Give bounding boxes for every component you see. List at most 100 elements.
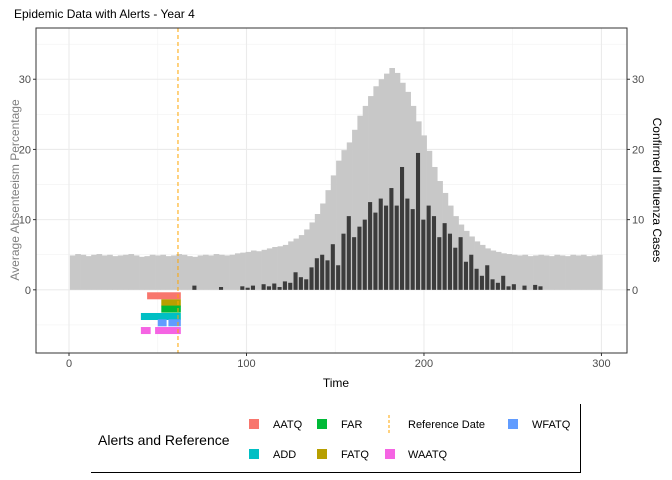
cases-bar xyxy=(309,267,314,290)
chart-title: Epidemic Data with Alerts - Year 4 xyxy=(14,7,195,21)
legend-label: AATQ xyxy=(273,419,303,431)
cases-bar xyxy=(410,209,415,290)
legend-label: WFATQ xyxy=(532,419,571,431)
absenteeism-bar xyxy=(208,255,214,290)
absenteeism-bar xyxy=(586,256,592,290)
absenteeism-bar xyxy=(203,254,209,290)
cases-bar xyxy=(479,275,484,290)
absenteeism-bar xyxy=(357,115,364,290)
absenteeism-bar xyxy=(96,254,103,290)
absenteeism-bar xyxy=(213,254,220,290)
cases-bar xyxy=(240,286,245,290)
absenteeism-bar xyxy=(266,248,273,290)
cases-bar xyxy=(495,282,500,290)
absenteeism-bar xyxy=(581,254,587,290)
absenteeism-bar xyxy=(288,241,294,290)
absenteeism-bar xyxy=(533,255,539,290)
cases-bar xyxy=(314,258,319,290)
alert-tile-fatq xyxy=(161,299,181,307)
cases-bar xyxy=(442,223,447,290)
legend: Alerts and Reference AATQ FAR Reference Da… xyxy=(91,404,581,473)
absenteeism-bar xyxy=(490,250,497,290)
x-axis-title: Time xyxy=(323,376,350,390)
legend-key-add xyxy=(249,449,259,459)
y-tick-label-right: 20 xyxy=(632,144,644,156)
absenteeism-bar xyxy=(123,254,129,290)
cases-bar xyxy=(330,244,335,290)
absenteeism-bar xyxy=(107,254,113,290)
legend-label: ADD xyxy=(273,449,296,461)
y-tick-label-left: 30 xyxy=(19,74,31,86)
absenteeism-bar xyxy=(495,251,502,290)
absenteeism-bar xyxy=(378,79,385,290)
cases-bar xyxy=(437,237,442,290)
absenteeism-bar xyxy=(405,91,411,290)
cases-bar xyxy=(325,260,330,290)
legend-key-wfatq xyxy=(508,419,518,429)
legend-key-waatq xyxy=(385,449,395,459)
absenteeism-bar xyxy=(373,86,380,290)
cases-bar xyxy=(426,205,431,290)
cases-bar xyxy=(538,286,543,290)
absenteeism-bar xyxy=(479,244,486,290)
absenteeism-bar xyxy=(559,255,566,290)
absenteeism-bar xyxy=(506,254,513,290)
y-tick-label-right: 10 xyxy=(632,215,644,227)
absenteeism-bars xyxy=(69,68,603,290)
absenteeism-bar xyxy=(139,256,145,290)
absenteeism-bar xyxy=(394,72,401,290)
absenteeism-bar xyxy=(352,129,358,290)
absenteeism-bar xyxy=(346,142,353,290)
absenteeism-bar xyxy=(293,238,300,290)
cases-bar xyxy=(245,287,250,290)
absenteeism-bar xyxy=(341,150,348,290)
cases-bar xyxy=(400,166,405,290)
absenteeism-bar xyxy=(282,244,289,290)
absenteeism-bar xyxy=(80,254,87,290)
absenteeism-bar xyxy=(181,254,188,290)
absenteeism-bar xyxy=(362,105,369,290)
cases-bar xyxy=(373,212,378,290)
x-tick-label: 0 xyxy=(66,358,72,370)
cases-bar xyxy=(405,198,410,290)
grid xyxy=(36,28,627,353)
alert-tile-add xyxy=(140,312,181,321)
absenteeism-bar xyxy=(410,105,417,290)
cases-bar xyxy=(431,216,437,290)
absenteeism-bar xyxy=(549,256,555,290)
cases-bar xyxy=(272,283,277,290)
cases-bar xyxy=(447,233,453,290)
absenteeism-bar xyxy=(320,203,326,290)
cases-bar xyxy=(533,284,538,290)
legend-label: FATQ xyxy=(341,449,369,461)
alert-tile-wfatq xyxy=(168,319,181,327)
cases-bar xyxy=(336,265,341,290)
cases-bar xyxy=(474,268,479,290)
cases-bar xyxy=(522,285,527,290)
absenteeism-bar xyxy=(192,256,198,290)
absenteeism-bar xyxy=(330,175,337,290)
cases-bar xyxy=(368,202,373,290)
absenteeism-bar xyxy=(272,247,278,290)
absenteeism-bar xyxy=(149,254,156,290)
absenteeism-bar xyxy=(160,254,167,290)
absenteeism-bar xyxy=(112,256,119,290)
absenteeism-bar xyxy=(117,255,124,290)
absenteeism-bar xyxy=(240,252,246,290)
cases-bar xyxy=(250,285,256,290)
legend-label: FAR xyxy=(341,419,362,431)
absenteeism-bar xyxy=(261,249,268,290)
cases-bar xyxy=(277,287,282,290)
cases-bar xyxy=(421,219,426,290)
absenteeism-bar xyxy=(575,255,582,290)
absenteeism-bar xyxy=(565,256,571,290)
absenteeism-bar xyxy=(511,254,518,290)
cases-bar xyxy=(266,286,271,290)
absenteeism-bar xyxy=(69,255,76,290)
absenteeism-bar xyxy=(133,255,140,290)
absenteeism-bar xyxy=(277,246,284,290)
absenteeism-bar xyxy=(85,256,92,290)
absenteeism-bar xyxy=(527,256,534,290)
